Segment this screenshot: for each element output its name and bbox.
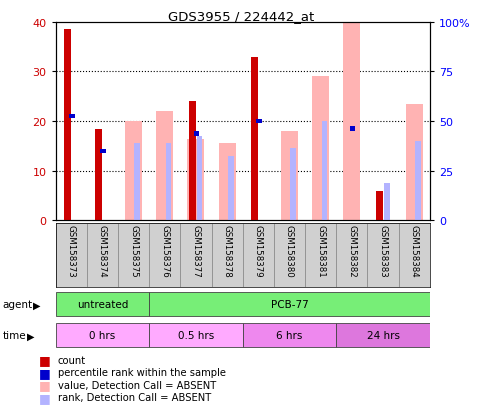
Text: GSM158379: GSM158379 [254, 225, 263, 278]
Text: GSM158381: GSM158381 [316, 225, 325, 278]
Text: value, Detection Call = ABSENT: value, Detection Call = ABSENT [58, 380, 216, 390]
Bar [156, 112, 173, 221]
Bar [368, 223, 398, 287]
Bar [312, 77, 329, 221]
Bar [336, 323, 430, 348]
Bar [322, 122, 327, 221]
Bar [64, 30, 71, 221]
Bar [251, 57, 258, 221]
Text: untreated: untreated [77, 299, 128, 309]
Bar [187, 139, 204, 221]
Bar [290, 149, 296, 221]
Text: ■: ■ [39, 378, 50, 392]
Text: percentile rank within the sample: percentile rank within the sample [58, 368, 226, 377]
Bar [189, 102, 196, 221]
Bar [376, 191, 383, 221]
Text: time: time [2, 330, 26, 341]
Text: GSM158378: GSM158378 [223, 225, 232, 278]
Text: GSM158374: GSM158374 [98, 225, 107, 278]
Bar [228, 157, 234, 221]
Text: GSM158382: GSM158382 [347, 225, 356, 278]
Bar [343, 23, 360, 221]
Text: GSM158383: GSM158383 [379, 225, 387, 278]
Text: ■: ■ [39, 354, 50, 367]
Text: 6 hrs: 6 hrs [276, 330, 303, 340]
Bar [149, 323, 242, 348]
Bar [305, 223, 336, 287]
Bar [274, 223, 305, 287]
Text: agent: agent [2, 299, 32, 310]
Bar [125, 122, 142, 221]
Bar [398, 223, 430, 287]
Bar [149, 292, 430, 317]
Text: ■: ■ [39, 366, 50, 379]
Text: GDS3955 / 224442_at: GDS3955 / 224442_at [169, 10, 314, 23]
Bar [256, 120, 262, 124]
Text: PCB-77: PCB-77 [270, 299, 308, 309]
Bar [149, 223, 180, 287]
Bar [100, 150, 106, 154]
Text: 0 hrs: 0 hrs [89, 330, 115, 340]
Text: rank, Detection Call = ABSENT: rank, Detection Call = ABSENT [58, 392, 211, 402]
Bar [180, 223, 212, 287]
Bar [242, 223, 274, 287]
Bar [95, 129, 102, 221]
Bar [56, 223, 87, 287]
Bar [87, 223, 118, 287]
Bar [197, 137, 202, 221]
Bar [336, 223, 368, 287]
Bar [166, 144, 171, 221]
Text: GSM158377: GSM158377 [191, 225, 200, 278]
Bar [69, 115, 74, 119]
Bar [194, 132, 199, 136]
Text: GSM158375: GSM158375 [129, 225, 138, 278]
Bar [118, 223, 149, 287]
Text: GSM158376: GSM158376 [160, 225, 169, 278]
Bar [56, 323, 149, 348]
Text: GSM158373: GSM158373 [67, 225, 76, 278]
Bar [415, 142, 421, 221]
Text: ▶: ▶ [27, 330, 34, 341]
Text: count: count [58, 355, 86, 365]
Text: GSM158380: GSM158380 [285, 225, 294, 278]
Bar [212, 223, 242, 287]
Bar [218, 144, 236, 221]
Text: ■: ■ [39, 391, 50, 404]
Bar [242, 323, 336, 348]
Bar [406, 104, 423, 221]
Bar [56, 292, 149, 317]
Text: 24 hrs: 24 hrs [367, 330, 399, 340]
Bar [134, 144, 140, 221]
Text: 0.5 hrs: 0.5 hrs [178, 330, 214, 340]
Bar [384, 184, 390, 221]
Text: ▶: ▶ [33, 299, 41, 310]
Bar [281, 132, 298, 221]
Bar [350, 127, 355, 131]
Text: GSM158384: GSM158384 [410, 225, 419, 278]
